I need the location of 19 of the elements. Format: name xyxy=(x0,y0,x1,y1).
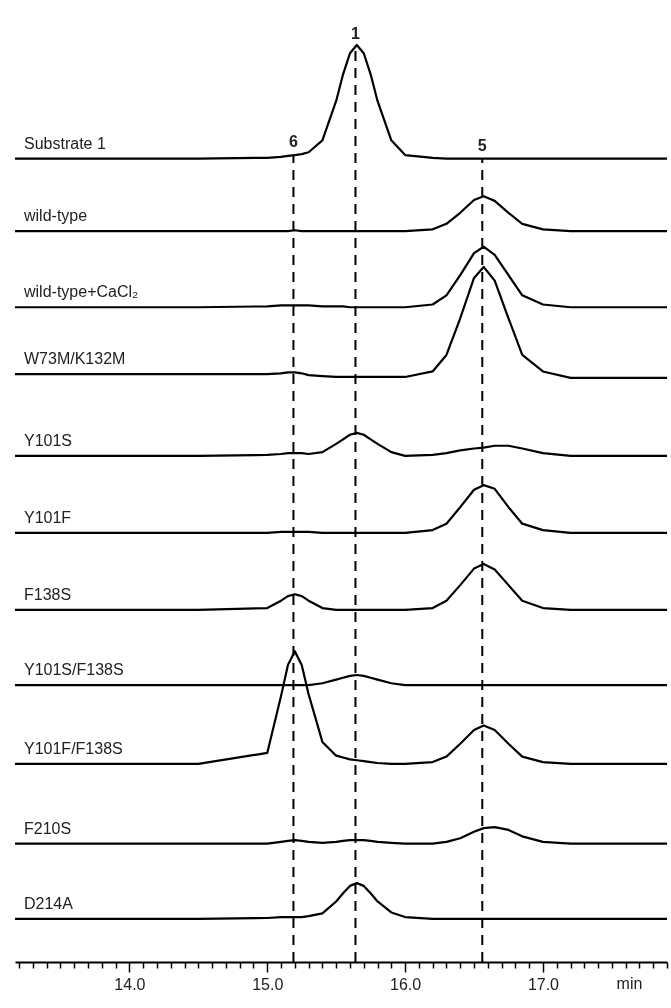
annotation: 6 xyxy=(288,133,298,151)
x-tick-label: 14.0 xyxy=(114,975,146,993)
annotation: 5 xyxy=(477,136,487,154)
x-tick-label: 16.0 xyxy=(390,975,422,993)
series-label: Y101S xyxy=(24,431,73,449)
x-tick-label: 17.0 xyxy=(527,975,560,993)
series-label: Substrate 1 xyxy=(24,134,106,152)
series-label: F210S xyxy=(24,819,72,837)
series-label: Y101S/F138S xyxy=(24,661,124,679)
x-axis-title: min xyxy=(616,974,643,992)
series-label: wild-type+CaCl₂ xyxy=(23,283,139,301)
series-label: W73M/K132M xyxy=(24,350,126,368)
text: 1 xyxy=(351,24,361,42)
series-label: F138S xyxy=(24,585,72,603)
series-label: Y101F/F138S xyxy=(24,739,123,757)
x-tick-label: 15.0 xyxy=(252,975,284,993)
series-label: Y101F xyxy=(24,508,72,526)
series-label: wild-type xyxy=(23,207,88,225)
series-label: D214A xyxy=(24,894,74,912)
